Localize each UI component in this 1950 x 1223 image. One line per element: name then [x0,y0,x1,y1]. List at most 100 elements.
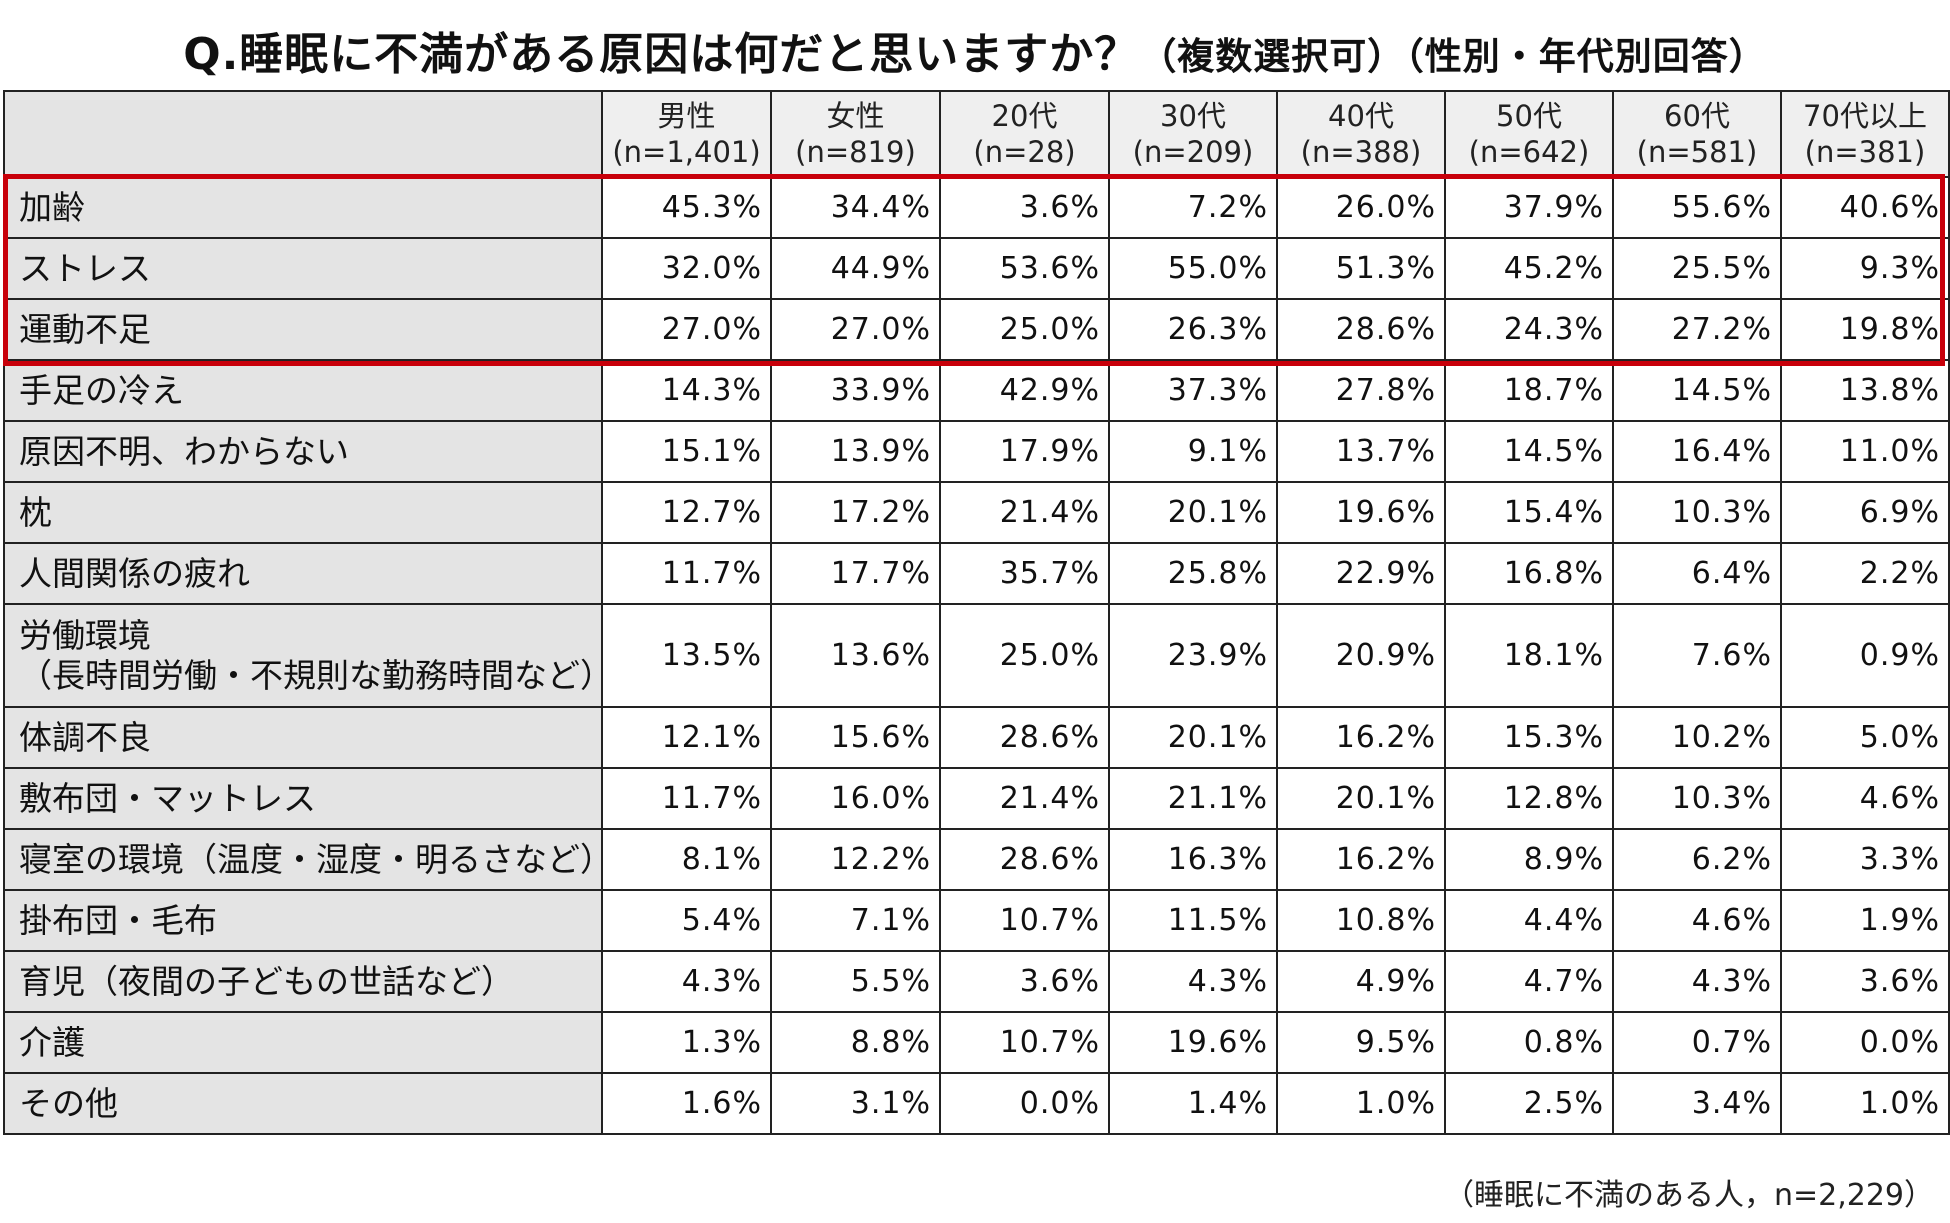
value-cell: 23.9% [1108,603,1278,708]
table-row: 寝室の環境（温度・湿度・明るさなど） 8.1% 12.2% 28.6% 16.3% 16.… [3,828,1950,891]
table-row: 人間関係の疲れ 11.7% 17.7% 35.7% 25.8% 22.9% 16.8% 6.4… [3,542,1950,605]
table-row: 加齢 45.3% 34.4% 3.6% 7.2% 26.0% 37.9% 55.6% 40.6% [3,176,1950,239]
value-cell: 3.1% [770,1072,941,1135]
value-cell: 19.8% [1780,298,1950,361]
value-cell: 45.3% [601,176,772,239]
value-cell: 16.2% [1276,828,1446,891]
value-cell: 45.2% [1444,237,1614,300]
value-cell: 16.2% [1276,706,1446,769]
value-cell: 10.3% [1612,767,1782,830]
value-cell: 25.5% [1612,237,1782,300]
value-cell: 4.3% [1612,950,1782,1013]
value-cell: 40.6% [1780,176,1950,239]
header-row: 男性 (n=1,401) 女性 (n=819) 20代 (n=28) 30代 (n=20… [3,90,1950,178]
column-header: 30代 (n=209) [1108,90,1278,178]
value-cell: 12.8% [1444,767,1614,830]
table-row: 手足の冷え 14.3% 33.9% 42.9% 37.3% 27.8% 18.7% 14.5%… [3,359,1950,422]
column-header: 女性 (n=819) [770,90,941,178]
value-cell: 25.8% [1108,542,1278,605]
column-header: 20代 (n=28) [939,90,1110,178]
value-cell: 27.2% [1612,298,1782,361]
value-cell: 11.0% [1780,420,1950,483]
value-cell: 3.6% [939,176,1110,239]
value-cell: 1.6% [601,1072,772,1135]
value-cell: 5.4% [601,889,772,952]
value-cell: 21.4% [939,481,1110,544]
row-label: 労働環境 （長時間労働・不規則な勤務時間など） [3,603,613,708]
column-header: 40代 (n=388) [1276,90,1446,178]
value-cell: 6.9% [1780,481,1950,544]
value-cell: 10.7% [939,889,1110,952]
value-cell: 14.5% [1444,420,1614,483]
value-cell: 8.8% [770,1011,941,1074]
value-cell: 4.9% [1276,950,1446,1013]
value-cell: 20.1% [1108,706,1278,769]
value-cell: 18.1% [1444,603,1614,708]
value-cell: 37.9% [1444,176,1614,239]
value-cell: 5.0% [1780,706,1950,769]
value-cell: 3.3% [1780,828,1950,891]
row-label: 人間関係の疲れ [3,542,603,605]
value-cell: 0.9% [1780,603,1950,708]
value-cell: 0.8% [1444,1011,1614,1074]
value-cell: 28.6% [1276,298,1446,361]
value-cell: 5.5% [770,950,941,1013]
footnote: （睡眠に不満のある人，n=2,229） [1443,1178,1934,1213]
column-header: 50代 (n=642) [1444,90,1614,178]
value-cell: 6.4% [1612,542,1782,605]
value-cell: 21.1% [1108,767,1278,830]
value-cell: 15.1% [601,420,772,483]
value-cell: 27.0% [601,298,772,361]
value-cell: 8.9% [1444,828,1614,891]
row-label: 介護 [3,1011,603,1074]
value-cell: 11.7% [601,767,772,830]
value-cell: 10.3% [1612,481,1782,544]
table-row: その他 1.6% 3.1% 0.0% 1.4% 1.0% 2.5% 3.4% 1.0% [3,1072,1950,1135]
value-cell: 13.9% [770,420,941,483]
row-label: 敷布団・マットレス [3,767,603,830]
value-cell: 16.0% [770,767,941,830]
row-label: 加齢 [3,176,603,239]
value-cell: 27.0% [770,298,941,361]
column-header: 男性 (n=1,401) [601,90,772,178]
value-cell: 17.2% [770,481,941,544]
value-cell: 2.2% [1780,542,1950,605]
value-cell: 11.5% [1108,889,1278,952]
column-header: 60代 (n=581) [1612,90,1782,178]
value-cell: 10.7% [939,1011,1110,1074]
value-cell: 16.4% [1612,420,1782,483]
value-cell: 27.8% [1276,359,1446,422]
row-label: 育児（夜間の子どもの世話など） [3,950,603,1013]
value-cell: 9.5% [1276,1011,1446,1074]
value-cell: 11.7% [601,542,772,605]
value-cell: 7.6% [1612,603,1782,708]
value-cell: 1.9% [1780,889,1950,952]
value-cell: 6.2% [1612,828,1782,891]
value-cell: 13.5% [601,603,772,708]
row-label: 枕 [3,481,603,544]
table-row: 労働環境 （長時間労働・不規則な勤務時間など） 13.5% 13.6% 25.0% 23.… [3,603,1950,708]
value-cell: 14.5% [1612,359,1782,422]
value-cell: 12.1% [601,706,772,769]
value-cell: 28.6% [939,828,1110,891]
value-cell: 8.1% [601,828,772,891]
value-cell: 1.3% [601,1011,772,1074]
value-cell: 15.3% [1444,706,1614,769]
value-cell: 16.8% [1444,542,1614,605]
results-table: 男性 (n=1,401) 女性 (n=819) 20代 (n=28) 30代 (n=20… [3,90,1950,1135]
value-cell: 20.1% [1108,481,1278,544]
table-row: 介護 1.3% 8.8% 10.7% 19.6% 9.5% 0.8% 0.7% 0.0% [3,1011,1950,1074]
value-cell: 9.1% [1108,420,1278,483]
value-cell: 4.3% [601,950,772,1013]
value-cell: 44.9% [770,237,941,300]
value-cell: 0.0% [1780,1011,1950,1074]
row-label: 寝室の環境（温度・湿度・明るさなど） [3,828,613,891]
title-main: Q.睡眠に不満がある原因は何だと思いますか？ [183,29,1140,80]
row-label: ストレス [3,237,603,300]
value-cell: 13.8% [1780,359,1950,422]
value-cell: 4.3% [1108,950,1278,1013]
table-row: 原因不明、わからない 15.1% 13.9% 17.9% 9.1% 13.7% 14.5% 1… [3,420,1950,483]
value-cell: 16.3% [1108,828,1278,891]
value-cell: 4.6% [1780,767,1950,830]
value-cell: 19.6% [1276,481,1446,544]
